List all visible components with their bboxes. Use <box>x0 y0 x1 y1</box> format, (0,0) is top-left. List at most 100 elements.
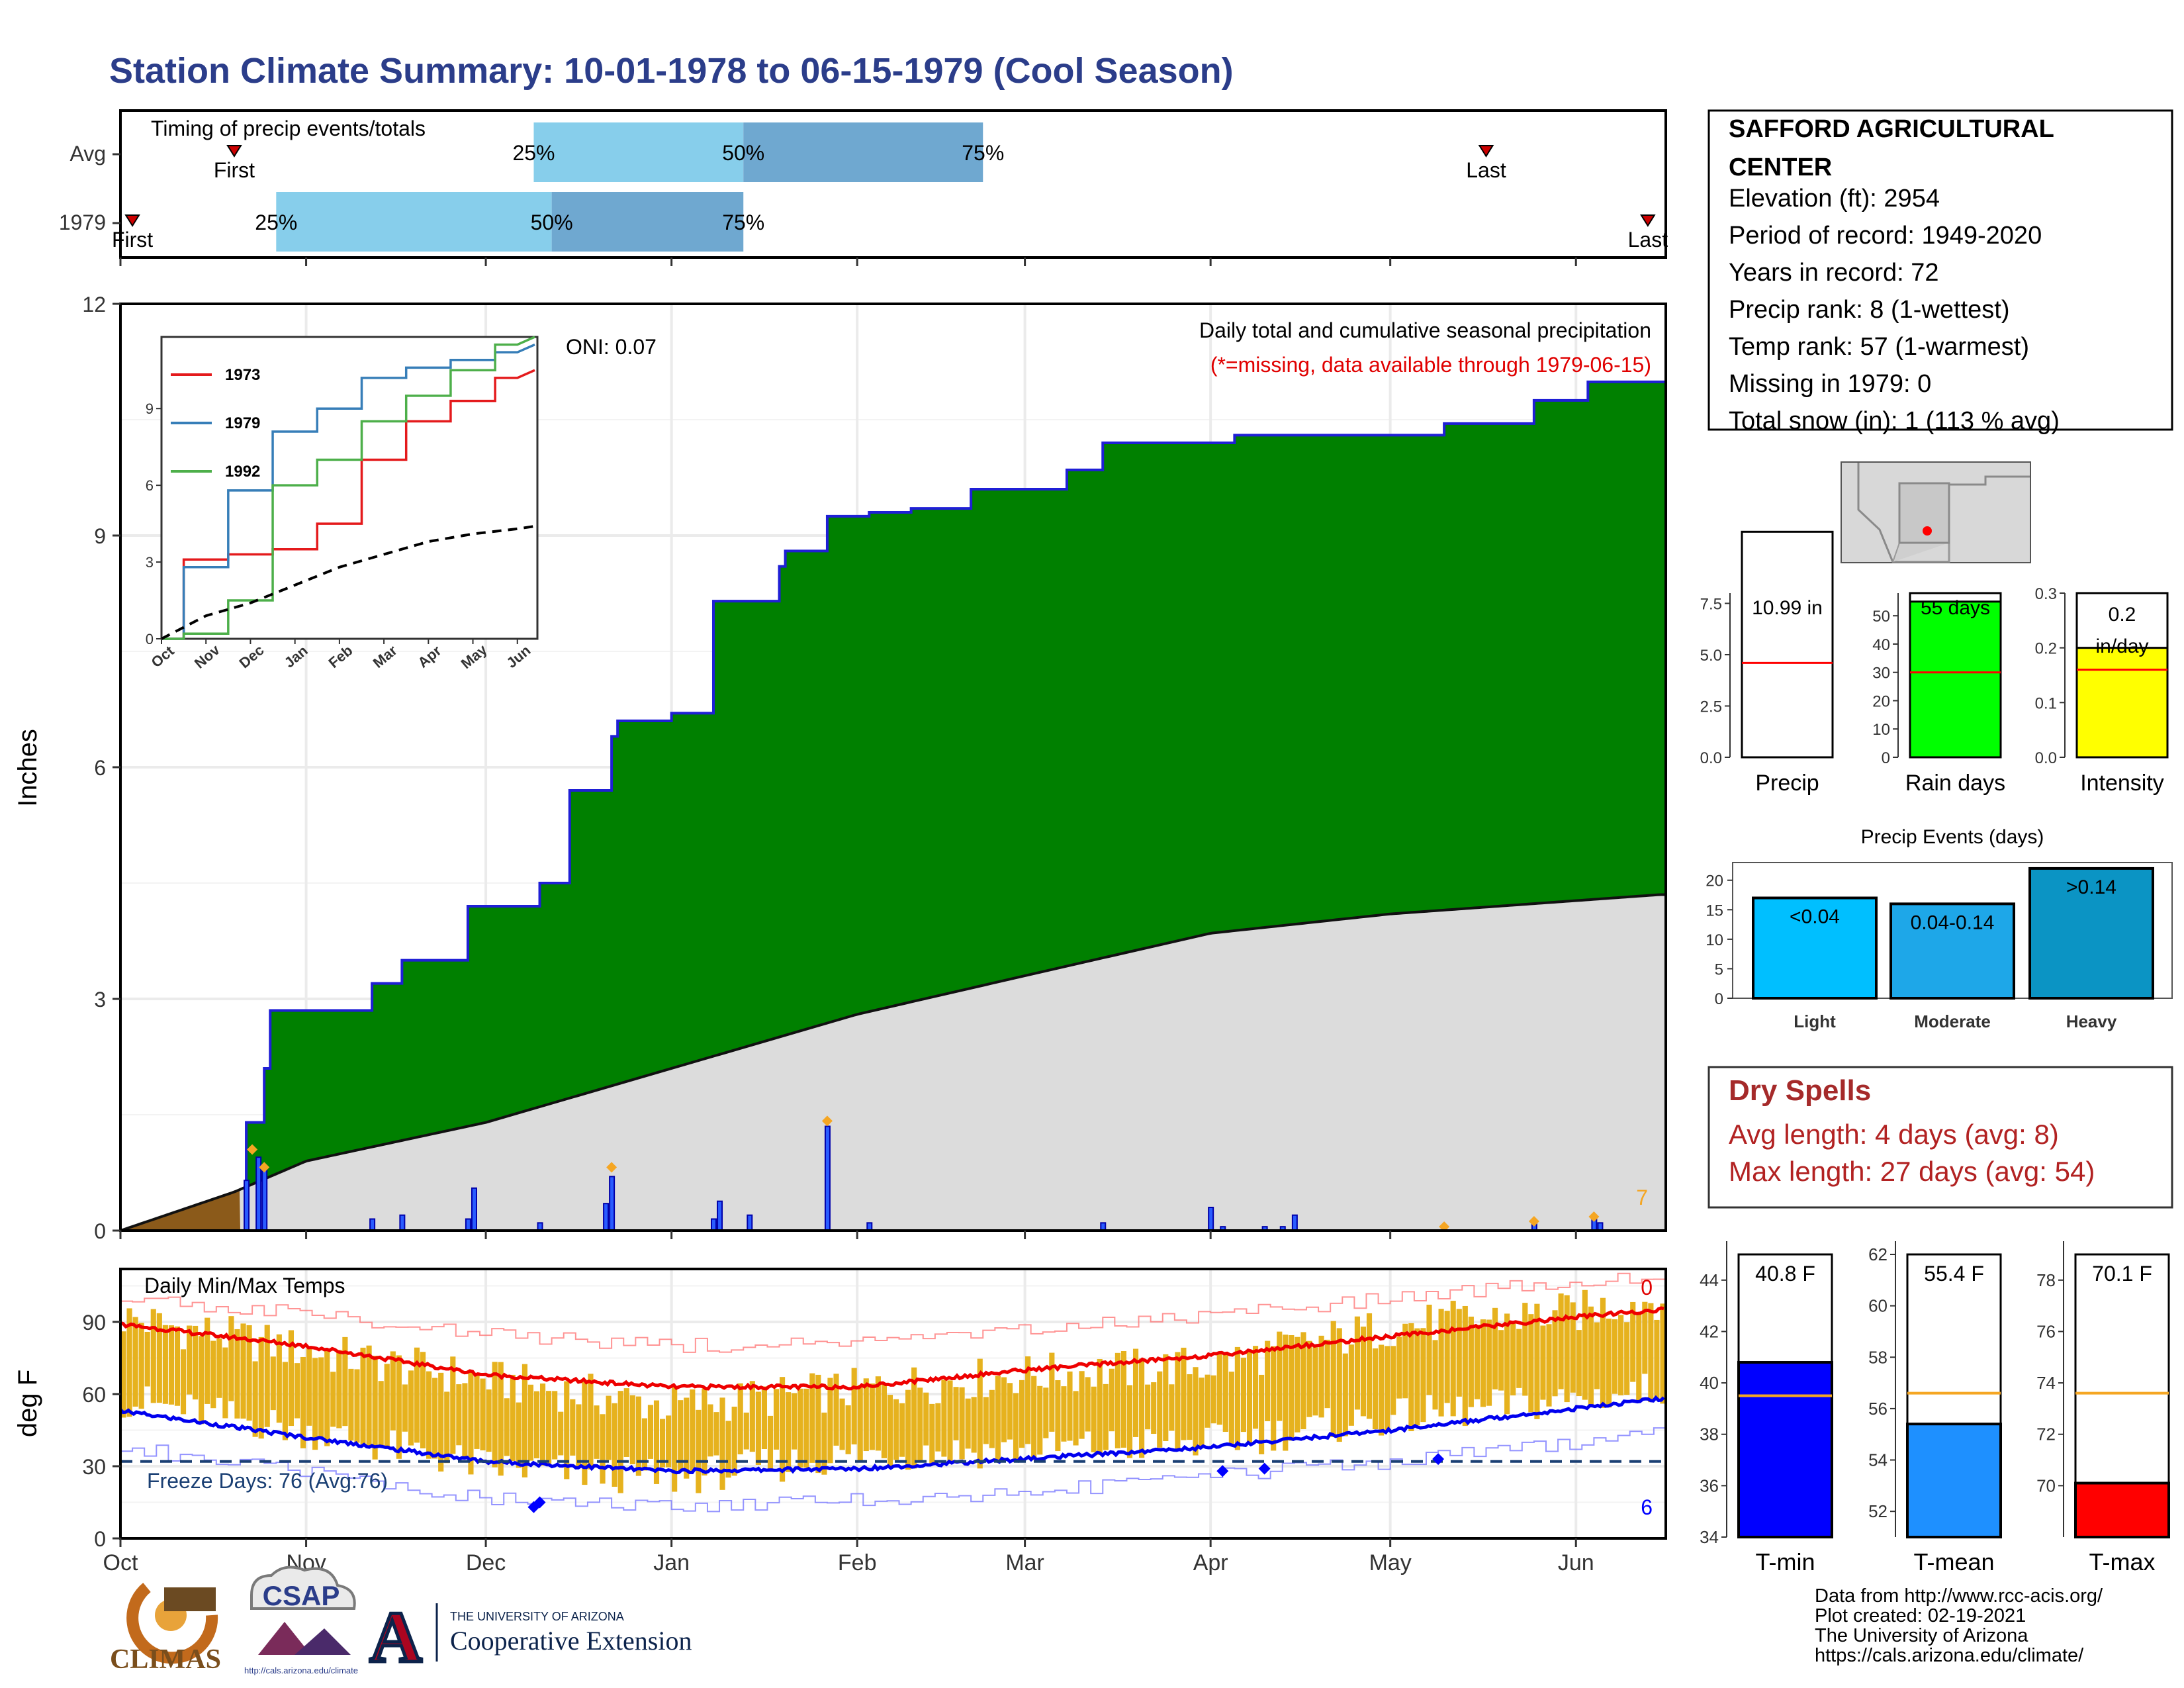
daily-temp-bar <box>180 1349 187 1415</box>
daily-temp-bar <box>132 1317 138 1407</box>
daily-temp-bar <box>887 1395 893 1468</box>
daily-temp-bar <box>1259 1374 1265 1454</box>
daily-temp-bar <box>1306 1340 1312 1417</box>
daily-temp-bar <box>678 1400 684 1472</box>
daily-temp-bar <box>917 1387 923 1462</box>
station-info-lines: Elevation (ft): 2954 Period of record: 19… <box>1729 185 2060 435</box>
daily-temp-bar <box>827 1378 833 1464</box>
csap-logo-mountain-2 <box>295 1628 351 1655</box>
stat-category-label: Precip <box>1755 771 1819 796</box>
daily-temp-bar <box>492 1362 498 1468</box>
daily-temp-bar <box>480 1378 486 1451</box>
daily-temp-bar <box>713 1412 719 1456</box>
timing-first-marker <box>226 145 242 158</box>
deficit-precip-area <box>120 1190 241 1231</box>
daily-temp-bar <box>1007 1383 1013 1440</box>
daily-temp-bar <box>1558 1293 1564 1389</box>
daily-temp-bar <box>1492 1307 1498 1389</box>
daily-temp-bar <box>1169 1384 1175 1431</box>
daily-temp-bar <box>1462 1305 1468 1427</box>
daily-precip-bar <box>603 1203 610 1231</box>
daily-temp-bar <box>1480 1319 1486 1407</box>
daily-temp-bar <box>1193 1367 1199 1456</box>
timing-last-marker <box>1478 145 1494 158</box>
daily-temp-bar <box>1019 1380 1025 1448</box>
daily-temp-bar <box>474 1374 480 1449</box>
daily-temp-bar <box>1210 1375 1216 1424</box>
daily-temp-bar <box>1630 1301 1636 1382</box>
daily-temp-bar <box>1540 1325 1546 1400</box>
precip-y-tick-label: 12 <box>82 293 106 316</box>
dry-spells-avg: Avg length: 4 days (avg: 8) <box>1729 1119 2059 1150</box>
daily-temp-bar <box>755 1391 761 1465</box>
daily-precip-bar <box>261 1168 268 1231</box>
daily-temp-bar <box>570 1399 576 1456</box>
daily-temp-bar <box>312 1358 318 1450</box>
daily-temp-bar <box>174 1326 181 1406</box>
daily-temp-bar <box>1342 1353 1348 1436</box>
temp-y-axis: 0 30 60 90 <box>82 1311 120 1551</box>
daily-temp-bar <box>1546 1324 1552 1407</box>
daily-temp-bar <box>1582 1289 1588 1400</box>
temp-x-tick-label: Dec <box>466 1550 506 1575</box>
temp-x-tick-label: Apr <box>1193 1550 1228 1575</box>
tsum-y-tick-label: 42 <box>1700 1321 1719 1341</box>
daily-temp-bar <box>1474 1325 1480 1399</box>
avg-max-temp-line <box>120 1306 1664 1391</box>
precip-events-chart: Precip Events (days) 0 5 10 15 20 <0.04 Light 0… <box>1706 826 2173 1031</box>
daily-temp-bar <box>1109 1368 1115 1432</box>
daily-temp-bar <box>1654 1319 1660 1399</box>
daily-temp-bar <box>594 1405 600 1459</box>
stat-y-tick-label: 2.5 <box>1700 698 1722 716</box>
stat-y-tick-label: 10 <box>1872 721 1890 739</box>
precip-panel-subtitle: Daily total and cumulative seasonal prec… <box>1199 318 1651 342</box>
daily-temp-bar <box>522 1364 527 1477</box>
page-title: Station Climate Summary: 10-01-1978 to 0… <box>109 51 1234 91</box>
station-info-line: Missing in 1979: 0 <box>1729 370 1931 398</box>
tsum-y-tick-label: 62 <box>1868 1244 1888 1264</box>
events-y-tick-label: 10 <box>1706 931 1723 949</box>
daily-temp-bar <box>582 1380 588 1485</box>
precip-events-title: Precip Events (days) <box>1861 826 2044 848</box>
daily-temp-bar <box>600 1414 606 1484</box>
inset-y-tick-label: 0 <box>146 631 154 647</box>
daily-temp-bar <box>1504 1313 1510 1415</box>
daily-temp-bar <box>629 1395 635 1465</box>
timing-q75-label: 75% <box>722 211 764 234</box>
daily-temp-bar <box>1252 1346 1259 1429</box>
daily-temp-bar <box>1516 1329 1522 1388</box>
events-bar-label: 0.04-0.14 <box>1911 912 1995 933</box>
daily-temp-bar <box>1216 1352 1222 1425</box>
footer-credits: Data from http://www.rcc-acis.org/Plot c… <box>1815 1585 2103 1666</box>
ua-logo-big-text: Cooperative Extension <box>450 1626 692 1656</box>
daily-temp-bar <box>1067 1371 1073 1441</box>
daily-temp-bar <box>623 1388 629 1457</box>
snow-event-marker <box>259 1162 270 1173</box>
daily-temp-bar <box>707 1404 713 1457</box>
timing-panel-label: Timing of precip events/totals <box>151 117 426 140</box>
tsum-y-tick-label: 52 <box>1868 1501 1888 1521</box>
daily-temp-bar <box>1612 1319 1618 1394</box>
daily-temp-bar <box>510 1374 516 1462</box>
timing-rows: 25% 50% 75% First Last 25% 50% 75% First Last <box>112 122 1668 266</box>
timing-first-label: First <box>214 158 255 182</box>
daily-temp-bar <box>1354 1316 1360 1410</box>
precip-y-tick-label: 9 <box>94 524 106 548</box>
timing-q50-label: 50% <box>722 141 764 165</box>
station-info-line: Precip rank: 8 (1-wettest) <box>1729 296 2009 324</box>
daily-temp-bar <box>498 1362 504 1476</box>
temp-x-tick-label: May <box>1369 1550 1412 1575</box>
daily-temp-bar <box>258 1336 264 1439</box>
daily-temp-bar <box>187 1325 193 1395</box>
events-y-tick-label: 0 <box>1715 990 1723 1008</box>
daily-temp-bar <box>1073 1391 1079 1446</box>
stat-value-label: 10.99 in <box>1752 597 1823 619</box>
inset-series-avg <box>161 524 535 640</box>
temp-y-tick-label: 60 <box>82 1383 106 1407</box>
tsum-y-tick-label: 54 <box>1868 1450 1888 1470</box>
daily-temp-bar <box>731 1406 737 1476</box>
snow-day-count: 7 <box>1636 1186 1648 1209</box>
stat-y-tick-label: 0.0 <box>1700 749 1722 767</box>
inset-y-tick-label: 6 <box>146 477 154 494</box>
stat-unit-label: in/day <box>2095 635 2148 657</box>
